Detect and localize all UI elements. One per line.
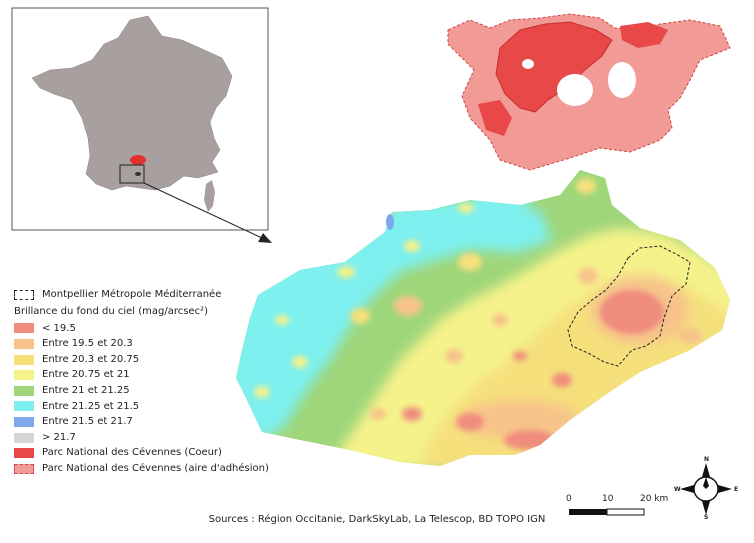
map-legend: Montpellier Métropole Méditerranée Brill…: [14, 287, 314, 477]
sources-caption: Sources : Région Occitanie, DarkSkyLab, …: [208, 514, 546, 525]
scale-label-10: 10: [602, 494, 614, 504]
legend-class-label: Entre 21.5 et 21.7: [42, 416, 133, 428]
legend-class-row: Entre 19.5 et 20.3: [14, 336, 314, 352]
compass-e-label: E: [734, 486, 739, 493]
inset-locator-box: [119, 164, 145, 184]
legend-class-row: Entre 20.75 et 21: [14, 367, 314, 383]
legend-class-swatch: [14, 354, 34, 365]
legend-class-swatch: [14, 401, 34, 412]
legend-class-label: Entre 21.25 et 21.5: [42, 400, 140, 412]
legend-class-label: < 19.5: [42, 322, 76, 334]
legend-park-core-row: Parc National des Cévennes (Coeur): [14, 445, 314, 461]
legend-park-adhesion-label: Parc National des Cévennes (aire d'adhés…: [42, 462, 269, 474]
legend-class-swatch: [14, 370, 34, 381]
scale-label-20: 20 km: [640, 494, 669, 504]
legend-class-row: Entre 21.25 et 21.5: [14, 399, 314, 415]
legend-class-swatch: [14, 432, 34, 443]
park-hole: [557, 74, 593, 106]
legend-park-adhesion-row: Parc National des Cévennes (aire d'adhés…: [14, 461, 314, 477]
scale-bar-segment: [569, 509, 607, 515]
inset-herault-marker: [135, 172, 141, 176]
dark-sky-patch: [386, 214, 394, 230]
france-shape: [31, 15, 233, 191]
scale-label-0: 0: [566, 494, 572, 504]
compass-s-label: S: [704, 514, 709, 521]
legend-class-row: Entre 21.5 et 21.7: [14, 414, 314, 430]
compass-w-label: W: [674, 486, 681, 493]
legend-boundary-label: Montpellier Métropole Méditerranée: [42, 289, 222, 300]
legend-boundary-swatch: [14, 289, 34, 300]
legend-class-row: Entre 20.3 et 20.75: [14, 352, 314, 368]
locator-arrowhead: [258, 233, 272, 243]
legend-class-label: Entre 19.5 et 20.3: [42, 338, 133, 350]
compass-n-label: N: [704, 456, 710, 463]
legend-class-label: Entre 20.75 et 21: [42, 369, 130, 381]
legend-class-swatch: [14, 323, 34, 334]
legend-title: Brillance du fond du ciel (mag/arcsec²): [14, 305, 208, 317]
legend-class-swatch: [14, 338, 34, 349]
legend-class-label: > 21.7: [42, 431, 76, 443]
legend-class-swatch: [14, 385, 34, 396]
compass-rose: [680, 463, 732, 515]
park-hole: [522, 59, 534, 69]
legend-class-row: < 19.5: [14, 321, 314, 337]
legend-class-row: > 21.7: [14, 430, 314, 446]
montpellier-metropole-boundary: [567, 245, 691, 367]
legend-park-core-label: Parc National des Cévennes (Coeur): [42, 447, 222, 459]
legend-class-label: Entre 21 et 21.25: [42, 384, 130, 396]
park-core-area: [620, 22, 668, 48]
legend-park-core-swatch: [14, 448, 34, 459]
legend-class-swatch: [14, 416, 34, 427]
legend-park-adhesion-swatch: [14, 463, 34, 474]
legend-class-row: Entre 21 et 21.25: [14, 383, 314, 399]
scale-bar-segment: [606, 508, 645, 516]
locator-arrow-line: [143, 182, 263, 239]
park-hole: [608, 62, 636, 98]
park-core-area: [495, 21, 613, 113]
corsica-shape: [204, 180, 215, 212]
legend-boundary-row: Montpellier Métropole Méditerranée: [14, 287, 314, 303]
inset-park-marker: [130, 155, 146, 165]
legend-class-label: Entre 20.3 et 20.75: [42, 353, 140, 365]
park-core-area: [478, 100, 512, 136]
urban-cores: [254, 178, 702, 450]
